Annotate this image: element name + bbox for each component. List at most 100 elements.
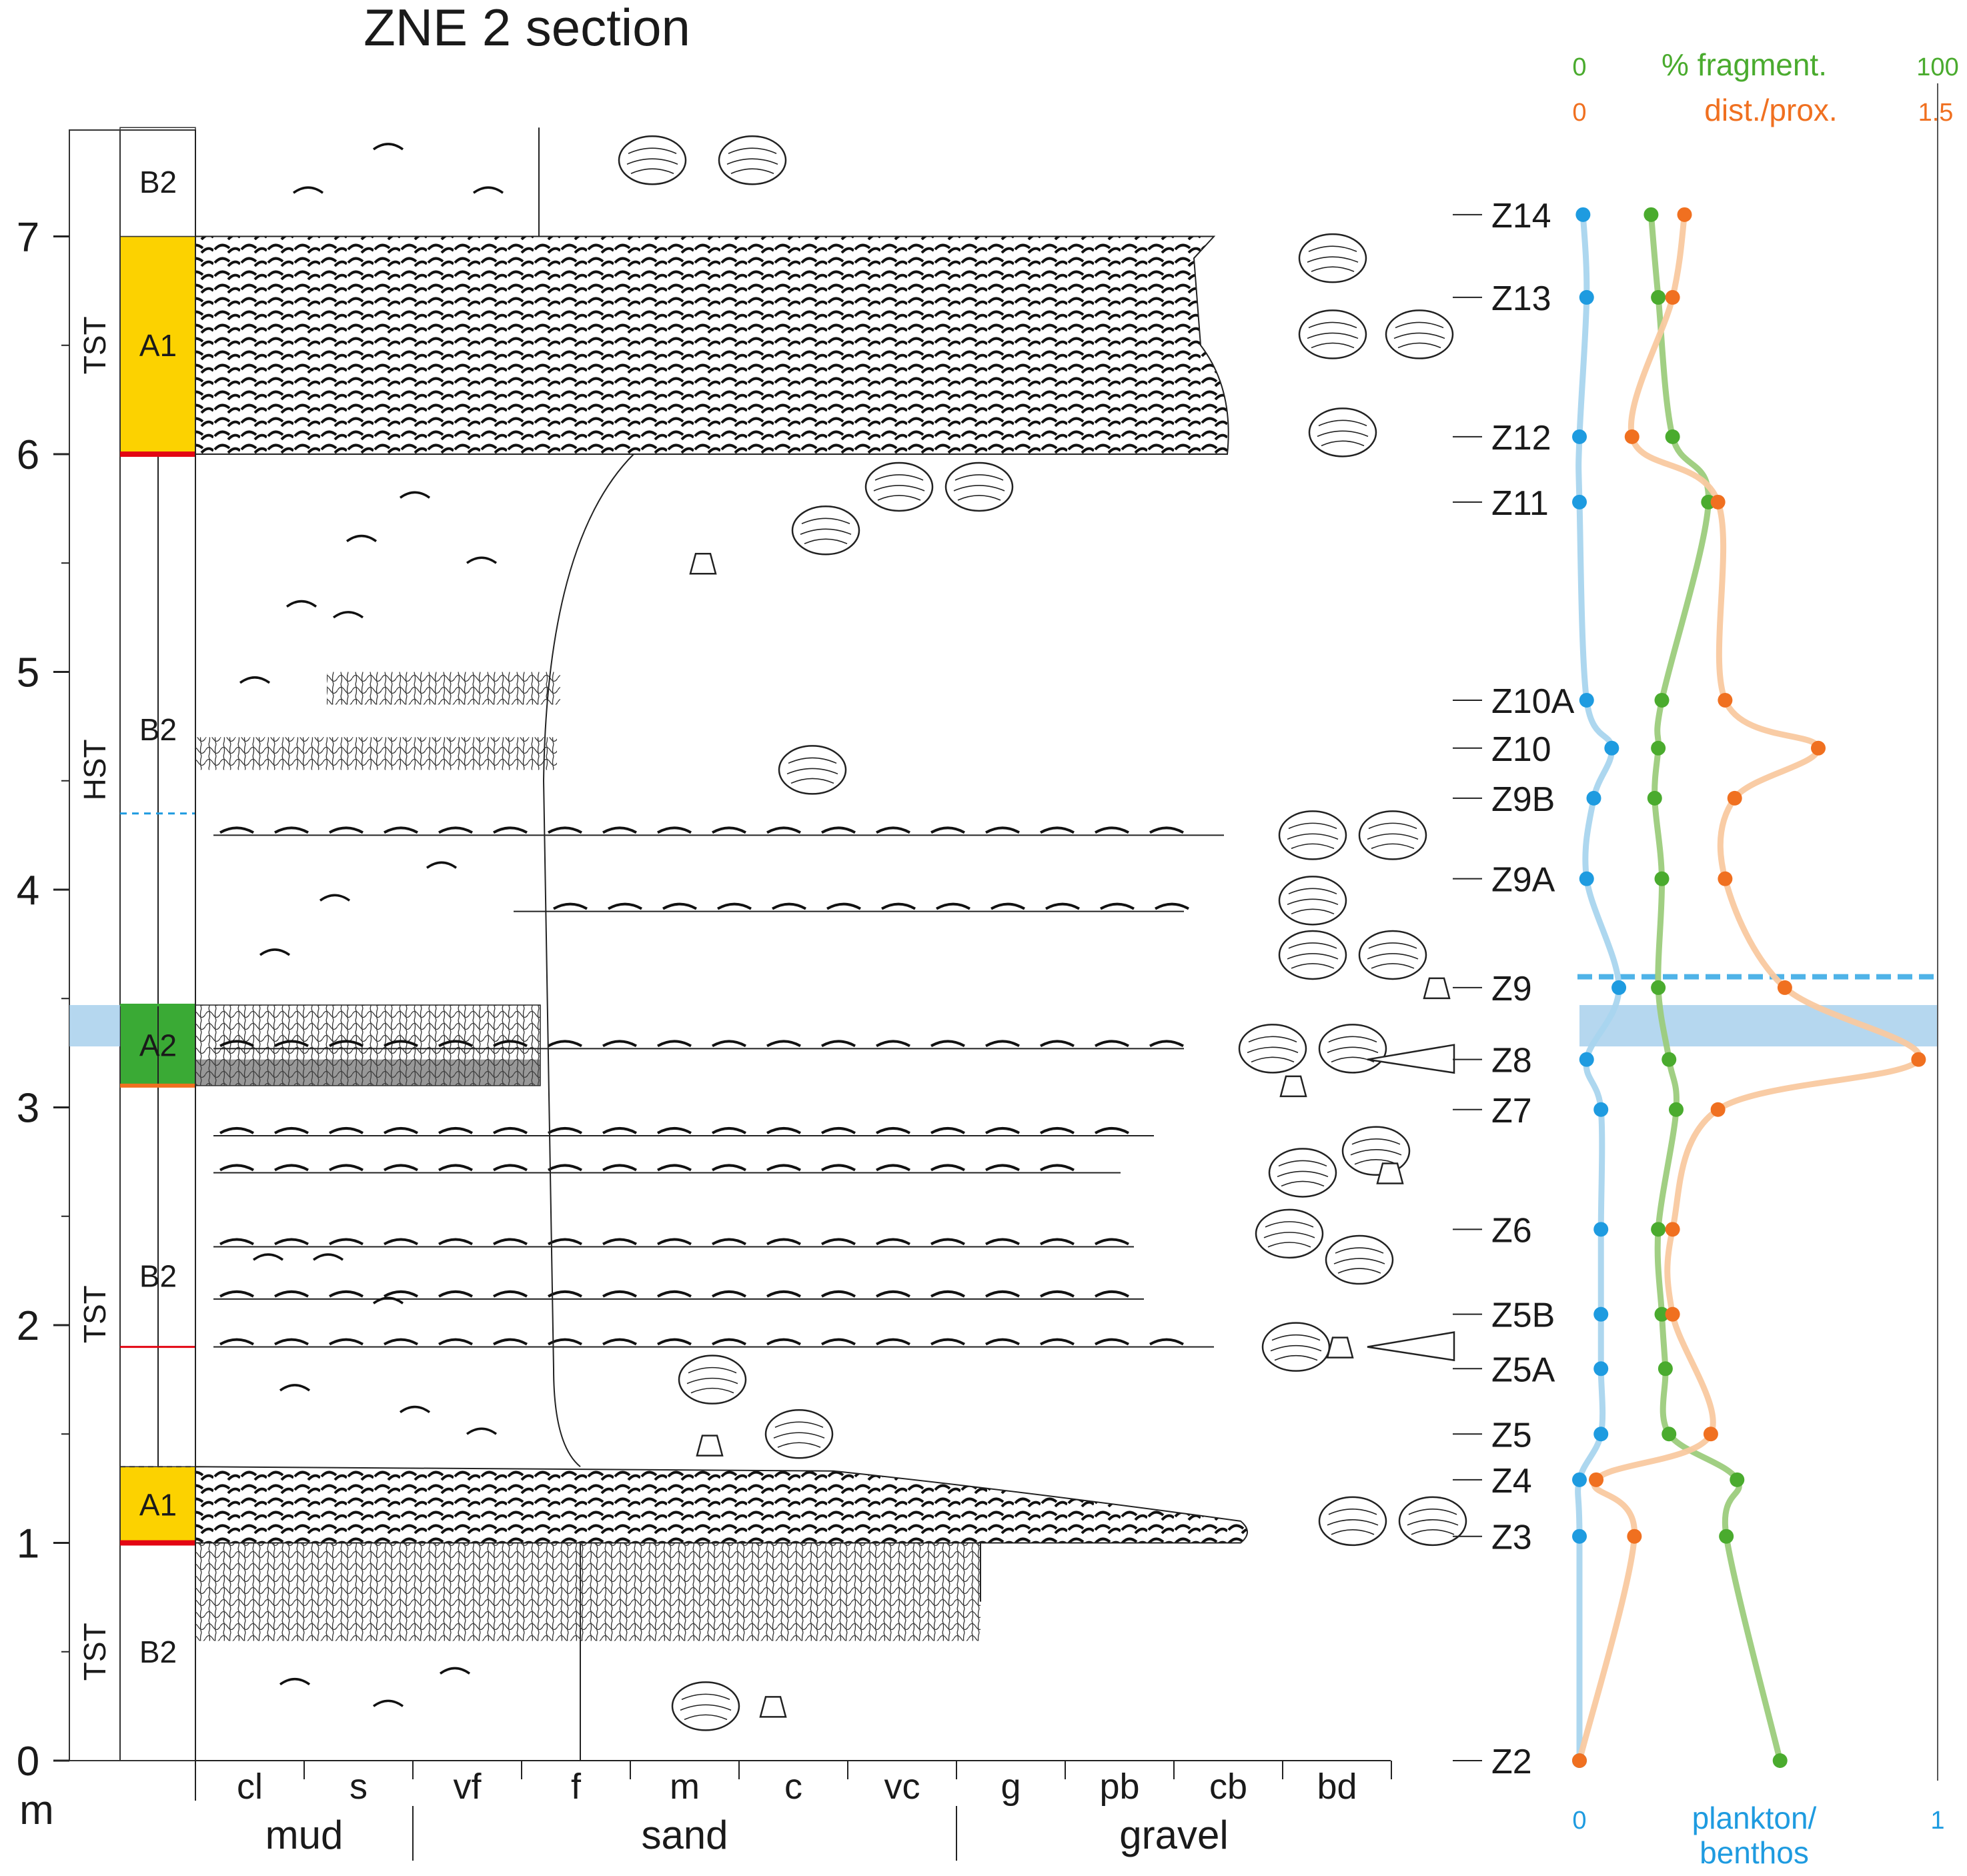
point-2-Z12 [1624, 429, 1640, 444]
fossil-shell-icon-23 [764, 1409, 834, 1459]
depth-tick-label-7: 7 [17, 215, 39, 261]
bed-coralline-framework [195, 1543, 980, 1641]
shell-lag-shells-1 [553, 902, 1189, 910]
point-0-Z8 [1579, 1052, 1594, 1067]
fossil-shell-icon-25 [1398, 1496, 1467, 1547]
point-1-Z5A [1658, 1361, 1673, 1376]
depth-tick-label-2: 2 [17, 1303, 39, 1349]
fossil-shell-icon-2 [1298, 233, 1367, 283]
depth-tick-label-1: 1 [17, 1521, 39, 1567]
facies-label-3: A2 [139, 1028, 177, 1062]
point-0-Z5A [1593, 1361, 1609, 1376]
point-1-Z3 [1719, 1529, 1734, 1544]
plankton-axis-label-1: plankton/ [1692, 1801, 1817, 1835]
point-2-Z3 [1627, 1529, 1642, 1544]
point-2-Z5B [1665, 1306, 1680, 1322]
fossil-shell-icon-13 [1278, 930, 1347, 980]
point-1-Z5B [1654, 1306, 1670, 1322]
shell-lag-shells-3 [219, 1126, 1129, 1134]
grain-class-vc: vc [884, 1767, 920, 1807]
point-2-Z4 [1589, 1472, 1604, 1487]
curve-2 [1576, 211, 1922, 1764]
point-0-Z11 [1572, 494, 1587, 510]
point-0-Z9 [1611, 980, 1627, 995]
facies-label-1: A1 [139, 1487, 177, 1522]
depth-tick-label-3: 3 [17, 1086, 39, 1132]
scattered-shells [239, 143, 504, 1707]
point-1-Z13 [1651, 289, 1666, 305]
fossil-shell-ribs-26 [680, 1693, 732, 1721]
point-1-Z6 [1651, 1222, 1666, 1237]
fossil-shell-icon-3 [1298, 309, 1367, 359]
plankton-axis-max: 1 [1930, 1807, 1944, 1835]
fossil-shell-icon-0 [618, 135, 687, 185]
grain-class-s: s [350, 1767, 368, 1807]
depth-tick-label-5: 5 [17, 650, 39, 696]
sample-label-Z10: Z10 [1491, 730, 1551, 769]
proxy-curves-panel [1572, 83, 1938, 1781]
shell-lag-shells-0 [219, 826, 1184, 834]
curve-1 [1648, 211, 1784, 1764]
depth-tick-label-0: 0 [17, 1739, 39, 1785]
fossil-shell-ribs-4 [1393, 321, 1445, 349]
grain-class-m: m [670, 1767, 700, 1807]
fossil-shell-icon-20 [1325, 1234, 1394, 1285]
fossil-shell-icon-4 [1385, 309, 1454, 359]
point-1-Z10A [1654, 692, 1670, 708]
bed-b2-lens-1 [195, 737, 557, 770]
point-1-Z14 [1644, 207, 1659, 222]
point-2-Z8 [1911, 1052, 1926, 1067]
plankton-axis-min: 0 [1572, 1807, 1586, 1835]
fossil-shell-ribs-25 [1407, 1509, 1459, 1535]
sample-label-Z14: Z14 [1491, 197, 1551, 235]
fossil-shell-ribs-23 [773, 1421, 825, 1448]
grain-class-bd: bd [1317, 1767, 1357, 1807]
depth-unit-label: m [19, 1787, 54, 1833]
distprox-axis-label: dist./prox. [1704, 93, 1837, 127]
grain-class-cb: cb [1209, 1767, 1247, 1807]
point-0-Z10 [1604, 740, 1619, 756]
distprox-axis-min: 0 [1572, 99, 1586, 127]
facies-box-0 [119, 1542, 196, 1761]
fossil-shell-ribs-0 [626, 147, 678, 174]
point-2-Z9B [1727, 790, 1742, 806]
point-0-Z9B [1586, 790, 1601, 806]
sample-label-Z11: Z11 [1491, 484, 1549, 523]
fossil-shell-icon-11 [1358, 810, 1427, 860]
sample-label-Z12: Z12 [1491, 419, 1551, 457]
depth-tick-label-4: 4 [17, 868, 39, 914]
barnacle-icon-1 [1279, 1075, 1307, 1098]
fossil-shell-icon-16 [1318, 1024, 1387, 1074]
sample-label-Z3: Z3 [1491, 1519, 1532, 1557]
fossil-shell-icon-10 [1278, 810, 1347, 860]
fossil-shell-ribs-15 [1247, 1036, 1299, 1063]
fossil-shell-icon-12 [1278, 876, 1347, 926]
shell-lag-shells-2 [219, 1040, 1184, 1048]
sequence-label-2: HST [77, 739, 112, 800]
fragment-axis-min: 0 [1572, 53, 1586, 81]
fossil-shell-icon-7 [944, 461, 1014, 512]
sequence-label-0: TST [77, 1623, 112, 1681]
facies-label-0: B2 [139, 1635, 177, 1669]
fossil-shell-icon-9 [778, 745, 847, 795]
barnacle-icon-4 [696, 1435, 724, 1457]
point-1-Z10 [1651, 740, 1666, 756]
lithologic-log: TST TST HST TST B2 A1 B2 A2 B2 A1 B2 0 1 2 3 4 5 6 7 m cl s vf… [17, 127, 1575, 1861]
point-2-Z10 [1811, 740, 1826, 756]
point-0-Z14 [1575, 207, 1591, 222]
bed-b2-lens-2 [327, 672, 560, 705]
point-0-Z5 [1593, 1427, 1609, 1442]
point-2-Z13 [1665, 289, 1680, 305]
sequence-label-1: TST [77, 1285, 112, 1343]
sample-label-Z8: Z8 [1491, 1042, 1532, 1080]
fossil-shell-icon-24 [1318, 1496, 1387, 1547]
shell-lag-shells-6 [219, 1290, 1129, 1298]
fragment-axis-label: % fragment. [1662, 47, 1827, 82]
fossil-shell-icon-15 [1238, 1024, 1307, 1074]
fossil-shell-ribs-3 [1307, 321, 1359, 349]
fossil-shell-ribs-19 [1263, 1221, 1315, 1248]
sample-label-Z5B: Z5B [1491, 1296, 1555, 1335]
barnacle-icon-5 [759, 1696, 787, 1718]
grain-class-vf: vf [453, 1767, 482, 1807]
